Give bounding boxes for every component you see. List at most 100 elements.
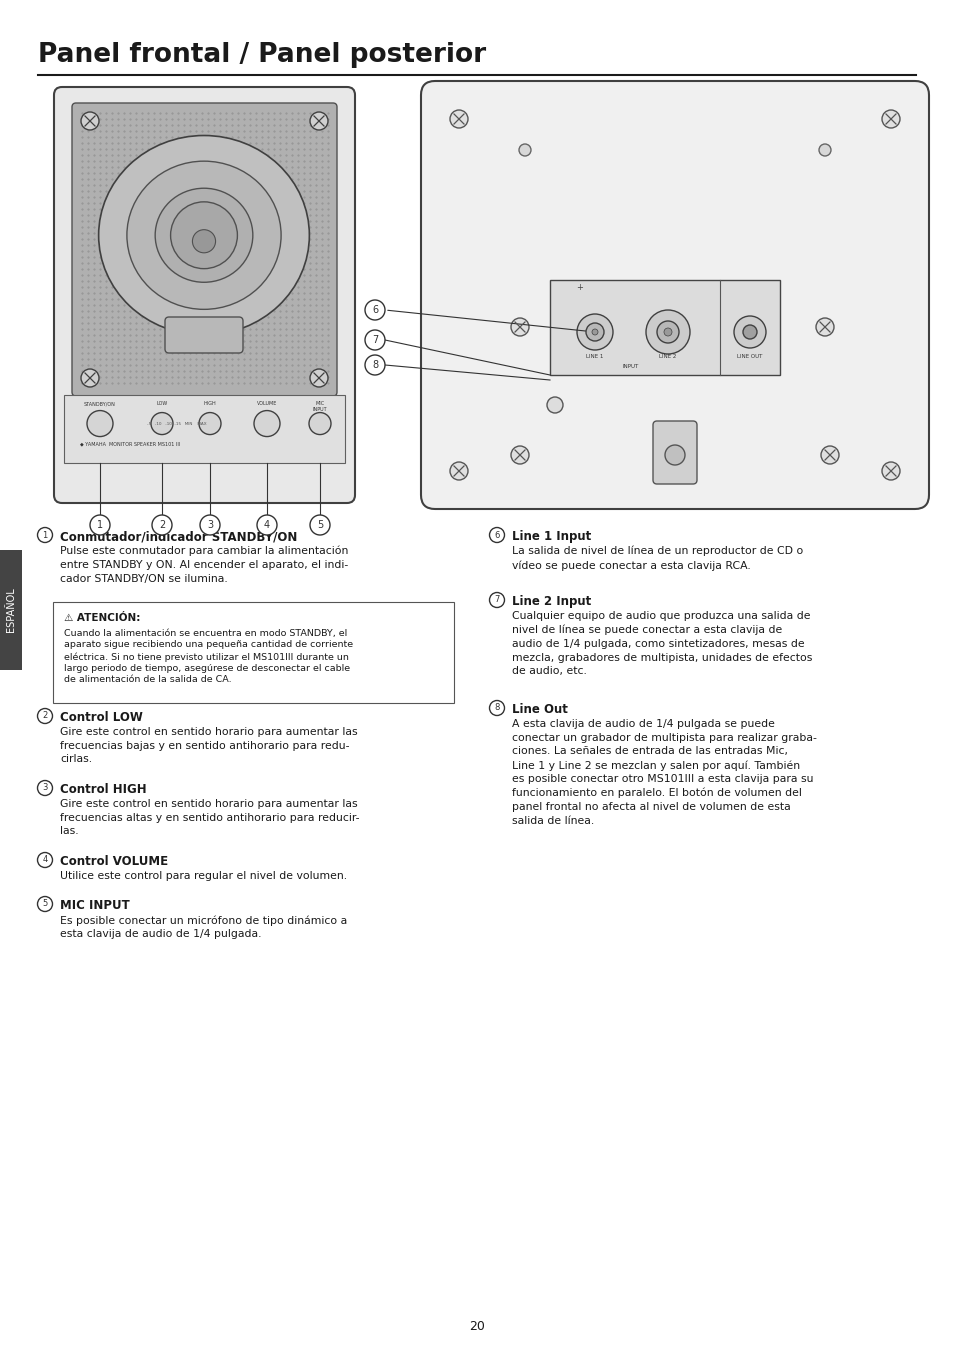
Circle shape [882,109,899,128]
Text: 1: 1 [97,520,103,530]
Circle shape [81,369,99,386]
Text: Control LOW: Control LOW [60,711,143,724]
FancyBboxPatch shape [550,280,780,376]
FancyBboxPatch shape [165,317,243,353]
Text: Line Out: Line Out [512,703,567,716]
Circle shape [450,462,468,480]
Circle shape [37,897,52,912]
Text: Control HIGH: Control HIGH [60,784,147,796]
Text: MIC INPUT: MIC INPUT [60,898,130,912]
Circle shape [310,369,328,386]
FancyBboxPatch shape [652,422,697,484]
Text: LINE 1: LINE 1 [586,354,603,359]
Circle shape [818,145,830,155]
Circle shape [310,112,328,130]
Circle shape [882,462,899,480]
Text: Conmutador/indicador STANDBY/ON: Conmutador/indicador STANDBY/ON [60,530,297,543]
Text: Cuando la alimentación se encuentra en modo STANDBY, el
aparato sigue recibiendo: Cuando la alimentación se encuentra en m… [64,630,353,685]
Circle shape [90,515,110,535]
Text: 8: 8 [372,359,377,370]
Text: Gire este control en sentido horario para aumentar las
frecuencias altas y en se: Gire este control en sentido horario par… [60,798,359,836]
FancyBboxPatch shape [71,103,336,396]
Text: Gire este control en sentido horario para aumentar las
frecuencias bajas y en se: Gire este control en sentido horario par… [60,727,357,765]
Circle shape [663,328,671,336]
FancyBboxPatch shape [54,86,355,503]
Text: INPUT: INPUT [622,363,639,369]
Circle shape [585,323,603,340]
Text: Line 2 Input: Line 2 Input [512,594,591,608]
Circle shape [200,515,220,535]
Circle shape [365,355,385,376]
Text: 5: 5 [316,520,323,530]
Text: La salida de nivel de línea de un reproductor de CD o
vídeo se puede conectar a : La salida de nivel de línea de un reprod… [512,546,802,571]
Text: 3: 3 [42,784,48,793]
Text: 8: 8 [494,704,499,712]
Circle shape [309,412,331,435]
Text: 6: 6 [372,305,377,315]
Text: Es posible conectar un micrófono de tipo dinámico a
esta clavija de audio de 1/4: Es posible conectar un micrófono de tipo… [60,915,347,939]
Text: +: + [576,282,583,292]
Text: LINE OUT: LINE OUT [737,354,761,359]
Text: 3: 3 [207,520,213,530]
Circle shape [37,852,52,867]
Text: 4: 4 [42,855,48,865]
Circle shape [365,300,385,320]
Text: ESPAÑOL: ESPAÑOL [6,588,16,632]
Ellipse shape [98,135,309,335]
Circle shape [37,527,52,543]
Circle shape [193,230,215,253]
Circle shape [37,781,52,796]
Circle shape [733,316,765,349]
Ellipse shape [127,161,281,309]
Text: 20: 20 [469,1320,484,1333]
Circle shape [664,444,684,465]
Text: ◆ YAMAHA  MONITOR SPEAKER MS101 III: ◆ YAMAHA MONITOR SPEAKER MS101 III [80,440,180,446]
Text: 7: 7 [494,596,499,604]
Circle shape [37,708,52,724]
Circle shape [256,515,276,535]
Text: Pulse este conmutador para cambiar la alimentación
entre STANDBY y ON. Al encend: Pulse este conmutador para cambiar la al… [60,546,348,584]
Text: 2: 2 [42,712,48,720]
Circle shape [450,109,468,128]
Text: 1: 1 [42,531,48,539]
Circle shape [815,317,833,336]
Text: STANDBY/ON: STANDBY/ON [84,401,116,407]
Circle shape [489,701,504,716]
Circle shape [152,515,172,535]
Text: 5: 5 [42,900,48,908]
FancyBboxPatch shape [53,603,454,703]
Circle shape [365,330,385,350]
FancyBboxPatch shape [420,81,928,509]
Text: 4: 4 [264,520,270,530]
Circle shape [489,527,504,543]
Text: VOLUME: VOLUME [256,401,277,407]
Text: -5   -10   -10  -15   MIN    MAX: -5 -10 -10 -15 MIN MAX [147,422,207,426]
Circle shape [151,412,172,435]
Text: Line 1 Input: Line 1 Input [512,530,591,543]
Ellipse shape [155,188,253,282]
FancyBboxPatch shape [0,550,22,670]
Text: Control VOLUME: Control VOLUME [60,855,168,867]
Text: 2: 2 [159,520,165,530]
Circle shape [518,145,531,155]
Circle shape [577,313,613,350]
Text: A esta clavija de audio de 1/4 pulgada se puede
conectar un grabador de multipis: A esta clavija de audio de 1/4 pulgada s… [512,719,816,825]
Circle shape [821,446,838,463]
Circle shape [742,326,757,339]
Text: 7: 7 [372,335,377,345]
Text: Cualquier equipo de audio que produzca una salida de
nivel de línea se puede con: Cualquier equipo de audio que produzca u… [512,611,812,676]
FancyBboxPatch shape [64,394,345,463]
Circle shape [546,397,562,413]
Text: LOW: LOW [156,401,168,407]
Text: Panel frontal / Panel posterior: Panel frontal / Panel posterior [38,42,486,68]
Circle shape [310,515,330,535]
Circle shape [511,446,529,463]
Text: 6: 6 [494,531,499,539]
Circle shape [171,201,237,269]
Circle shape [592,330,598,335]
Circle shape [645,309,689,354]
Text: LINE 2: LINE 2 [659,354,676,359]
Circle shape [253,411,280,436]
Text: HIGH: HIGH [203,401,216,407]
Text: Utilice este control para regular el nivel de volumen.: Utilice este control para regular el niv… [60,871,347,881]
